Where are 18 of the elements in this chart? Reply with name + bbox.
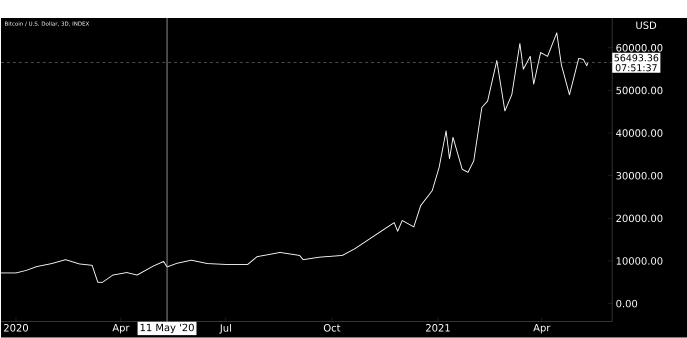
- y-tick-label: 0.00: [616, 300, 638, 308]
- y-tick-label: 10000.00: [616, 257, 662, 265]
- line-series: [0, 32, 588, 283]
- y-tick-label: 30000.00: [616, 172, 662, 180]
- ref-line-label: 56493.36: [614, 54, 658, 62]
- text: 07:51:37: [616, 64, 657, 72]
- ref-line-label: 11 May '20: [140, 324, 194, 334]
- y-tick-label: 50000.00: [616, 86, 662, 94]
- x-tick-label: Apr: [112, 324, 130, 334]
- y-axis-title: USD: [636, 22, 656, 30]
- x-tick-label: 2021: [426, 324, 450, 332]
- x-tick-label: 2020: [4, 324, 28, 332]
- x-tick-label: Apr: [533, 324, 550, 334]
- y-tick-label: 40000.00: [616, 130, 662, 138]
- y-tick-label: 60000.00: [616, 44, 662, 52]
- y-tick-label: 20000.00: [616, 214, 662, 222]
- x-tick-label: Jul: [219, 324, 231, 334]
- x-tick-label: Oct: [324, 324, 340, 332]
